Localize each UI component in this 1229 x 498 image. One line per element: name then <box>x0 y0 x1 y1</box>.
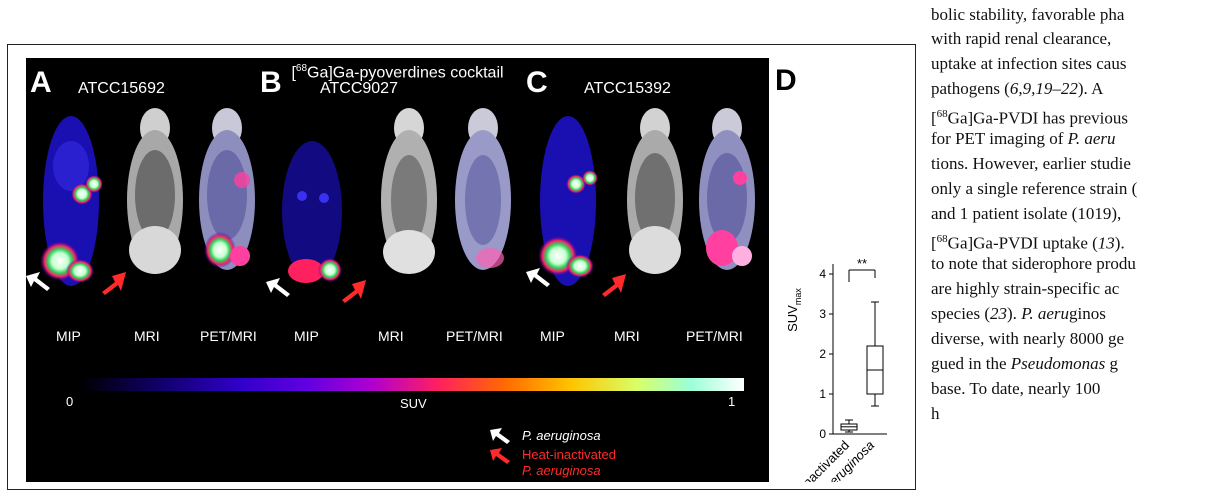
pet-mri-image-b <box>455 108 511 270</box>
mri-image-c <box>627 108 683 274</box>
body-text-line: [68Ga]Ga-PVDI uptake (13). <box>931 233 1125 253</box>
white-arrow-c <box>526 268 550 287</box>
legend-red-arrow-icon <box>490 448 510 464</box>
figure-image: [68Ga]Ga-pyoverdines cocktail A ATCC1569… <box>26 58 769 482</box>
panel-d-area <box>769 58 909 482</box>
pet-mri-image-a <box>199 108 255 270</box>
y-axis-label-main: SUV <box>785 305 800 332</box>
body-text-line: are highly strain-specific ac <box>931 279 1120 298</box>
label-pet-mri-c: PET/MRI <box>686 328 743 344</box>
panel-letter-a: A <box>30 66 52 99</box>
mip-image-b <box>282 141 342 283</box>
y-axis-label: SUVmax <box>785 288 803 332</box>
body-text-line: and 1 patient isolate (1019), <box>931 204 1122 223</box>
label-mip-c: MIP <box>540 328 565 344</box>
mri-image-a <box>127 108 183 274</box>
mip-image-a <box>40 116 103 286</box>
y-tick-label-1: 1 <box>819 387 826 401</box>
body-text-line: only a single reference strain ( <box>931 179 1138 198</box>
y-tick-label-3: 3 <box>819 307 826 321</box>
arrow-overlay <box>26 268 626 303</box>
legend-pa-label: P. aeruginosa <box>522 428 601 443</box>
body-text-line: bolic stability, favorable pha <box>931 5 1125 24</box>
body-text-line: for PET imaging of P. aeru <box>931 129 1116 148</box>
white-arrow-b <box>266 278 290 297</box>
red-arrow-a <box>102 272 126 295</box>
pet-mri-image-c <box>699 108 755 270</box>
strain-label-b: ATCC9027 <box>320 80 398 97</box>
body-text-line: to note that siderophore produ <box>931 254 1136 273</box>
colorbar-min: 0 <box>66 394 74 409</box>
figure-title: [68Ga]Ga-pyoverdines cocktail <box>291 63 504 82</box>
mip-image-c <box>538 116 598 286</box>
body-text-line: tions. However, earlier studie <box>931 154 1131 173</box>
significance-label: ** <box>857 256 867 271</box>
body-text-line: pathogens (6,9,19–22). A <box>931 79 1104 98</box>
label-mri-a: MRI <box>134 328 160 344</box>
label-mip-a: MIP <box>56 328 81 344</box>
strain-label-c: ATCC15392 <box>584 80 671 97</box>
legend-heat-label-1: Heat-inactivated <box>522 447 616 462</box>
legend-heat-label-2: P. aeruginosa <box>522 463 601 478</box>
body-text-line: h <box>931 404 940 423</box>
label-mri-b: MRI <box>378 328 404 344</box>
mri-image-b <box>381 108 437 274</box>
y-axis-label-sub: max <box>793 288 803 306</box>
red-arrow-b <box>342 280 366 303</box>
colorbar-max: 1 <box>728 394 736 409</box>
body-text-line: base. To date, nearly 100 <box>931 379 1101 398</box>
body-text-line: diverse, with nearly 8000 ge <box>931 329 1125 348</box>
y-tick-label-0: 0 <box>819 427 826 441</box>
body-text-line: with rapid renal clearance, <box>931 29 1112 48</box>
body-text-line: species (23). P. aeruginos <box>931 304 1106 323</box>
y-tick-label-4: 4 <box>819 267 826 281</box>
legend-white-arrow-icon <box>490 428 510 444</box>
label-pet-mri-b: PET/MRI <box>446 328 503 344</box>
strain-label-a: ATCC15692 <box>78 80 165 97</box>
panel-letter-b: B <box>260 66 282 99</box>
label-mip-b: MIP <box>294 328 319 344</box>
body-text-line: [68Ga]Ga-PVDI has previous <box>931 108 1129 128</box>
panel-letter-c: C <box>526 66 548 99</box>
red-arrow-c <box>602 274 626 297</box>
colorbar-label: SUV <box>400 396 427 411</box>
body-text-line: uptake at infection sites caus <box>931 54 1127 73</box>
legend-arrow-icons <box>490 428 510 464</box>
label-mri-c: MRI <box>614 328 640 344</box>
suv-colorbar <box>80 378 744 391</box>
label-pet-mri-a: PET/MRI <box>200 328 257 344</box>
panel-letter-d: D <box>775 64 797 97</box>
y-tick-label-2: 2 <box>819 347 826 361</box>
white-arrow-a <box>26 272 50 291</box>
body-text-line: gued in the Pseudomonas g <box>931 354 1118 373</box>
